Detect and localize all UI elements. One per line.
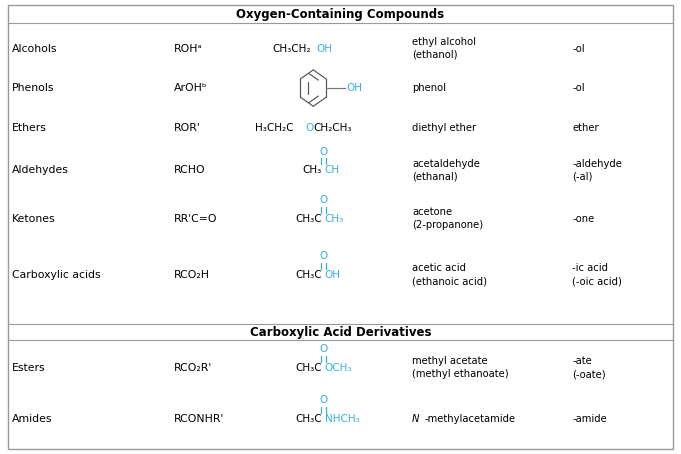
Text: CH₃C: CH₃C [296,214,322,224]
Text: Ethers: Ethers [12,123,47,133]
Text: ethyl alcohol
(ethanol): ethyl alcohol (ethanol) [412,37,476,60]
Text: -ol: -ol [572,44,585,54]
Text: O: O [305,123,313,133]
Text: CH₃C: CH₃C [296,270,322,280]
Text: -one: -one [572,214,595,224]
Text: Carboxylic Acid Derivatives: Carboxylic Acid Derivatives [250,326,431,339]
Text: RCHO: RCHO [174,165,205,175]
Text: acetone
(2-propanone): acetone (2-propanone) [412,207,483,230]
Text: -ic acid
(-oic acid): -ic acid (-oic acid) [572,263,622,286]
Text: Phenols: Phenols [12,83,54,93]
Text: CH₂CH₃: CH₂CH₃ [313,123,352,133]
Text: -methylacetamide: -methylacetamide [424,414,516,424]
Text: O: O [319,395,328,405]
Text: CH₃CH₂: CH₃CH₂ [272,44,311,54]
Text: N: N [412,414,419,424]
Text: Amides: Amides [12,414,52,424]
Text: methyl acetate
(methyl ethanoate): methyl acetate (methyl ethanoate) [412,356,509,379]
Text: ArOHᵇ: ArOHᵇ [174,83,207,93]
Text: O: O [319,344,328,354]
Text: O: O [319,147,328,157]
Text: CH₃C: CH₃C [296,414,322,424]
Text: Carboxylic acids: Carboxylic acids [12,270,101,280]
Text: H₃CH₂C: H₃CH₂C [255,123,294,133]
Text: diethyl ether: diethyl ether [412,123,476,133]
Text: Aldehydes: Aldehydes [12,165,69,175]
FancyBboxPatch shape [8,5,673,449]
Text: ether: ether [572,123,599,133]
Text: NHCH₃: NHCH₃ [325,414,360,424]
Text: RCO₂R': RCO₂R' [174,363,212,373]
Text: ROR': ROR' [174,123,200,133]
Text: O: O [319,195,328,205]
Text: OH: OH [316,44,332,54]
Text: O: O [319,251,328,261]
Text: RR'C=O: RR'C=O [174,214,217,224]
Text: -ate
(-oate): -ate (-oate) [572,356,605,379]
Text: OH: OH [347,83,363,93]
Text: RCO₂H: RCO₂H [174,270,210,280]
Text: Esters: Esters [12,363,46,373]
Text: CH₃: CH₃ [303,165,322,175]
Text: phenol: phenol [412,83,446,93]
Text: -amide: -amide [572,414,607,424]
Text: Oxygen-Containing Compounds: Oxygen-Containing Compounds [236,8,445,21]
Text: CH₃C: CH₃C [296,363,322,373]
Text: OH: OH [325,270,340,280]
Text: Alcohols: Alcohols [12,44,58,54]
Text: acetaldehyde
(ethanal): acetaldehyde (ethanal) [412,159,480,182]
Text: -ol: -ol [572,83,585,93]
Text: OCH₃: OCH₃ [325,363,352,373]
Text: RCONHR': RCONHR' [174,414,224,424]
Text: ROHᵃ: ROHᵃ [174,44,202,54]
Text: Ketones: Ketones [12,214,56,224]
Text: acetic acid
(ethanoic acid): acetic acid (ethanoic acid) [412,263,487,286]
Text: -aldehyde
(-al): -aldehyde (-al) [572,159,622,182]
Text: CH₃: CH₃ [325,214,344,224]
Text: CH: CH [325,165,340,175]
